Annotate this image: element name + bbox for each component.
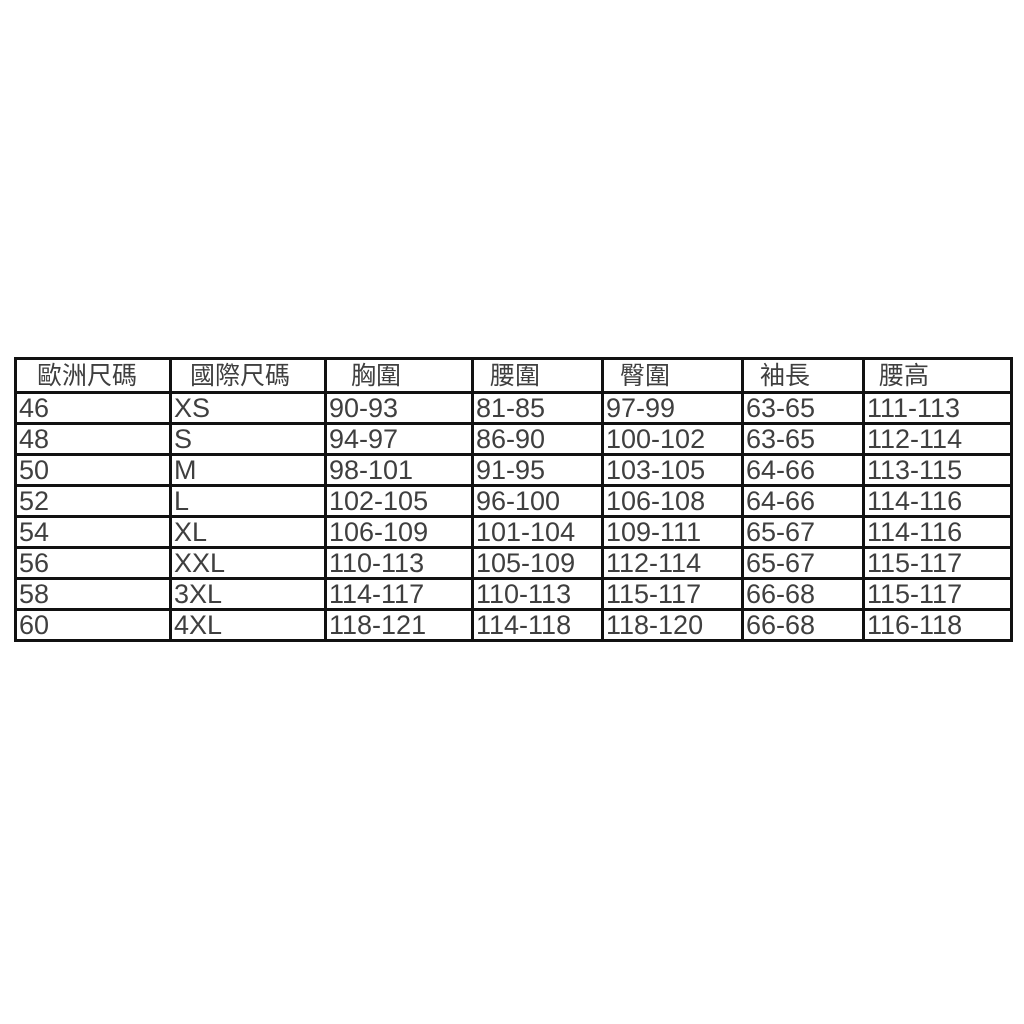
cell-intl-size: XXL (169, 546, 327, 580)
cell-chest: 110-113 (324, 546, 474, 580)
header-waist-height: 腰高 (862, 357, 1013, 394)
cell-intl-size: 3XL (169, 577, 327, 611)
cell-chest: 114-117 (324, 577, 474, 611)
header-waist: 腰圍 (471, 357, 604, 394)
header-hip: 臀圍 (601, 357, 744, 394)
cell-eu-size: 46 (14, 391, 172, 425)
cell-eu-size: 60 (14, 608, 172, 642)
cell-waist-height: 115-117 (862, 546, 1013, 580)
cell-waist-height: 111-113 (862, 391, 1013, 425)
cell-sleeve-length: 63-65 (741, 422, 865, 456)
cell-hip: 97-99 (601, 391, 744, 425)
cell-hip: 118-120 (601, 608, 744, 642)
cell-chest: 98-101 (324, 453, 474, 487)
cell-eu-size: 54 (14, 515, 172, 549)
table-row: 52 L 102-105 96-100 106-108 64-66 114-116 (14, 484, 1013, 518)
cell-chest: 106-109 (324, 515, 474, 549)
table-row: 58 3XL 114-117 110-113 115-117 66-68 115-117 (14, 577, 1013, 611)
cell-intl-size: L (169, 484, 327, 518)
cell-sleeve-length: 66-68 (741, 577, 865, 611)
header-eu-size: 歐洲尺碼 (14, 357, 172, 394)
cell-intl-size: M (169, 453, 327, 487)
cell-waist-height: 114-116 (862, 515, 1013, 549)
header-row: 歐洲尺碼 國際尺碼 胸圍 腰圍 臀圍 袖長 腰高 (14, 357, 1013, 394)
cell-sleeve-length: 64-66 (741, 453, 865, 487)
cell-intl-size: XL (169, 515, 327, 549)
cell-sleeve-length: 64-66 (741, 484, 865, 518)
cell-sleeve-length: 66-68 (741, 608, 865, 642)
cell-sleeve-length: 65-67 (741, 546, 865, 580)
size-chart-table: 歐洲尺碼 國際尺碼 胸圍 腰圍 臀圍 袖長 腰高 46 XS 90-93 81-85 97-99 63… (14, 357, 1013, 642)
cell-eu-size: 50 (14, 453, 172, 487)
table-row: 56 XXL 110-113 105-109 112-114 65-67 115-117 (14, 546, 1013, 580)
cell-waist: 105-109 (471, 546, 604, 580)
header-sleeve-length: 袖長 (741, 357, 865, 394)
cell-chest: 90-93 (324, 391, 474, 425)
cell-eu-size: 48 (14, 422, 172, 456)
cell-sleeve-length: 63-65 (741, 391, 865, 425)
cell-waist: 110-113 (471, 577, 604, 611)
header-chest: 胸圍 (324, 357, 474, 394)
cell-chest: 94-97 (324, 422, 474, 456)
cell-waist-height: 113-115 (862, 453, 1013, 487)
cell-hip: 115-117 (601, 577, 744, 611)
table-row: 54 XL 106-109 101-104 109-111 65-67 114-116 (14, 515, 1013, 549)
cell-waist: 91-95 (471, 453, 604, 487)
cell-intl-size: S (169, 422, 327, 456)
cell-sleeve-length: 65-67 (741, 515, 865, 549)
cell-waist: 101-104 (471, 515, 604, 549)
cell-waist-height: 116-118 (862, 608, 1013, 642)
cell-hip: 109-111 (601, 515, 744, 549)
cell-waist-height: 114-116 (862, 484, 1013, 518)
cell-hip: 100-102 (601, 422, 744, 456)
cell-eu-size: 56 (14, 546, 172, 580)
cell-waist: 114-118 (471, 608, 604, 642)
table-row: 46 XS 90-93 81-85 97-99 63-65 111-113 (14, 391, 1013, 425)
cell-waist: 81-85 (471, 391, 604, 425)
cell-waist: 96-100 (471, 484, 604, 518)
cell-hip: 106-108 (601, 484, 744, 518)
cell-hip: 103-105 (601, 453, 744, 487)
cell-intl-size: XS (169, 391, 327, 425)
cell-waist-height: 112-114 (862, 422, 1013, 456)
cell-chest: 102-105 (324, 484, 474, 518)
header-intl-size: 國際尺碼 (169, 357, 327, 394)
cell-chest: 118-121 (324, 608, 474, 642)
cell-intl-size: 4XL (169, 608, 327, 642)
table-row: 48 S 94-97 86-90 100-102 63-65 112-114 (14, 422, 1013, 456)
cell-eu-size: 52 (14, 484, 172, 518)
cell-eu-size: 58 (14, 577, 172, 611)
table-row: 60 4XL 118-121 114-118 118-120 66-68 116-118 (14, 608, 1013, 642)
cell-waist: 86-90 (471, 422, 604, 456)
cell-hip: 112-114 (601, 546, 744, 580)
table-row: 50 M 98-101 91-95 103-105 64-66 113-115 (14, 453, 1013, 487)
cell-waist-height: 115-117 (862, 577, 1013, 611)
